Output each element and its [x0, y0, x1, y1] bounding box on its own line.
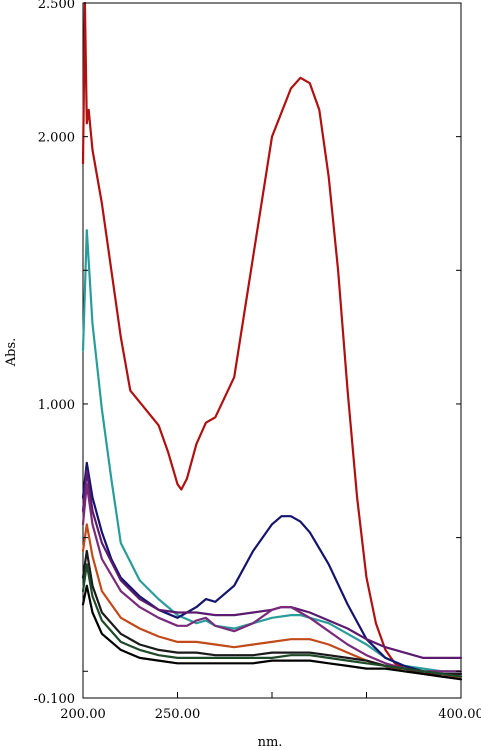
x-tick-label: 400.00 — [438, 707, 481, 722]
series-layer — [81, 1, 463, 681]
x-tick-label: 250.00 — [155, 707, 201, 722]
series-line — [81, 461, 463, 678]
x-tick-label: 200.00 — [60, 707, 106, 722]
series-line — [81, 483, 463, 673]
ticks-layer: 200.00 250.00 400.00 -0.100 1.000 2.000 2.500 — [33, 0, 481, 722]
series-line — [81, 549, 463, 675]
series-line — [81, 523, 463, 678]
x-axis-title: nm. — [258, 735, 283, 750]
y-axis-title: Abs. — [4, 338, 19, 368]
plot-border — [82, 2, 462, 699]
y-tick-label: -0.100 — [33, 692, 75, 707]
y-tick-label: 2.500 — [38, 0, 75, 12]
plot-frame — [82, 2, 462, 699]
series-line — [81, 229, 463, 673]
series-line — [81, 1, 463, 678]
series-line — [81, 563, 463, 678]
series-line — [81, 469, 463, 659]
series-line — [81, 584, 463, 681]
y-tick-label: 1.000 — [38, 398, 75, 413]
y-tick-label: 2.000 — [38, 131, 75, 146]
